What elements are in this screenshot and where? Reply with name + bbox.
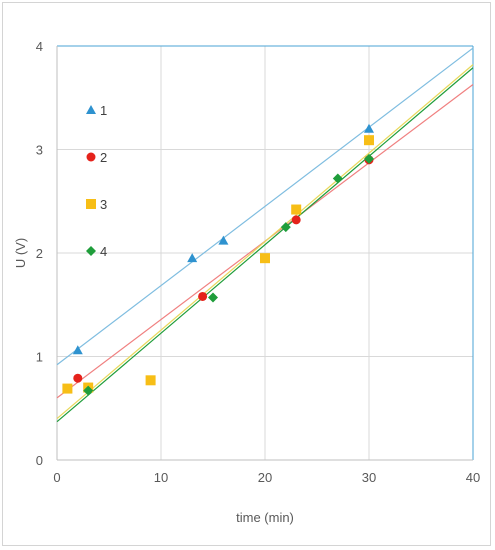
point-series-2	[291, 215, 301, 225]
legend-label-3: 3	[100, 197, 107, 212]
x-axis-label: time (min)	[236, 510, 294, 525]
point-series-4	[83, 385, 94, 396]
point-series-2	[73, 373, 83, 383]
trendline-series-4	[56, 67, 474, 423]
legend-marker-3	[86, 199, 96, 209]
point-series-4	[208, 292, 218, 303]
y-axis-label: U (V)	[13, 238, 28, 268]
y-tick-label: 0	[36, 453, 43, 468]
trendline-series-1	[56, 47, 474, 366]
data-points	[62, 123, 374, 396]
y-tick-label: 2	[36, 246, 43, 261]
point-series-3	[62, 383, 73, 394]
gridlines	[57, 46, 473, 460]
x-tick-label: 40	[466, 470, 480, 485]
point-series-1	[364, 123, 374, 133]
x-tick-label: 0	[53, 470, 60, 485]
point-series-4	[332, 173, 343, 184]
trendline-series-3	[56, 64, 474, 420]
x-tick-label: 20	[258, 470, 272, 485]
legend-marker-2	[86, 152, 96, 162]
chart-frame	[2, 2, 491, 546]
point-series-3	[364, 135, 374, 146]
tick-labels: 0 10 20 30 40 0 1 2 3 4	[36, 39, 480, 485]
legend-label-4: 4	[100, 244, 107, 259]
point-series-4	[364, 153, 374, 164]
legend: 1 2 3 4	[86, 103, 107, 259]
point-series-1	[72, 345, 83, 355]
x-tick-label: 30	[362, 470, 376, 485]
point-series-4	[280, 222, 291, 233]
axes	[56, 45, 474, 461]
y-tick-label: 1	[36, 350, 43, 365]
point-series-3	[291, 204, 302, 215]
point-series-3	[145, 375, 156, 386]
x-tick-label: 10	[154, 470, 168, 485]
legend-label-1: 1	[100, 103, 107, 118]
point-series-2	[198, 291, 208, 301]
trendlines	[56, 47, 474, 423]
y-tick-label: 4	[36, 39, 43, 54]
point-series-3	[260, 253, 270, 264]
legend-marker-4	[86, 246, 96, 256]
point-series-1	[187, 253, 198, 263]
legend-label-2: 2	[100, 150, 107, 165]
y-tick-label: 3	[36, 143, 43, 158]
legend-marker-1	[86, 105, 96, 114]
point-series-1	[218, 235, 229, 245]
